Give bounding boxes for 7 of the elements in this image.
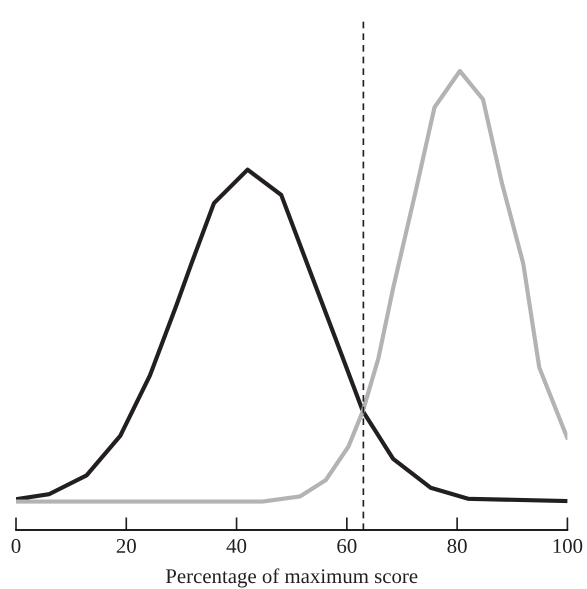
- x-tick-label: 0: [12, 538, 20, 553]
- x-tick-label: 60: [337, 538, 356, 553]
- x-tick-label: 20: [116, 538, 136, 553]
- x-tick-label: 80: [448, 538, 467, 553]
- x-tick-label: 40: [226, 538, 246, 553]
- x-axis-title: Percentage of maximum score: [166, 568, 418, 588]
- x-tick-label: 100: [554, 538, 582, 553]
